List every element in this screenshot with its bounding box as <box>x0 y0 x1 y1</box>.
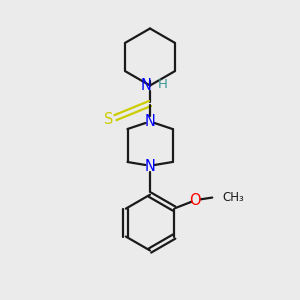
Text: O: O <box>189 193 201 208</box>
Text: S: S <box>104 112 114 128</box>
Text: H: H <box>158 77 167 91</box>
Text: N: N <box>145 159 155 174</box>
Text: N: N <box>145 114 155 129</box>
Text: N: N <box>141 78 152 93</box>
Text: CH₃: CH₃ <box>222 191 244 204</box>
